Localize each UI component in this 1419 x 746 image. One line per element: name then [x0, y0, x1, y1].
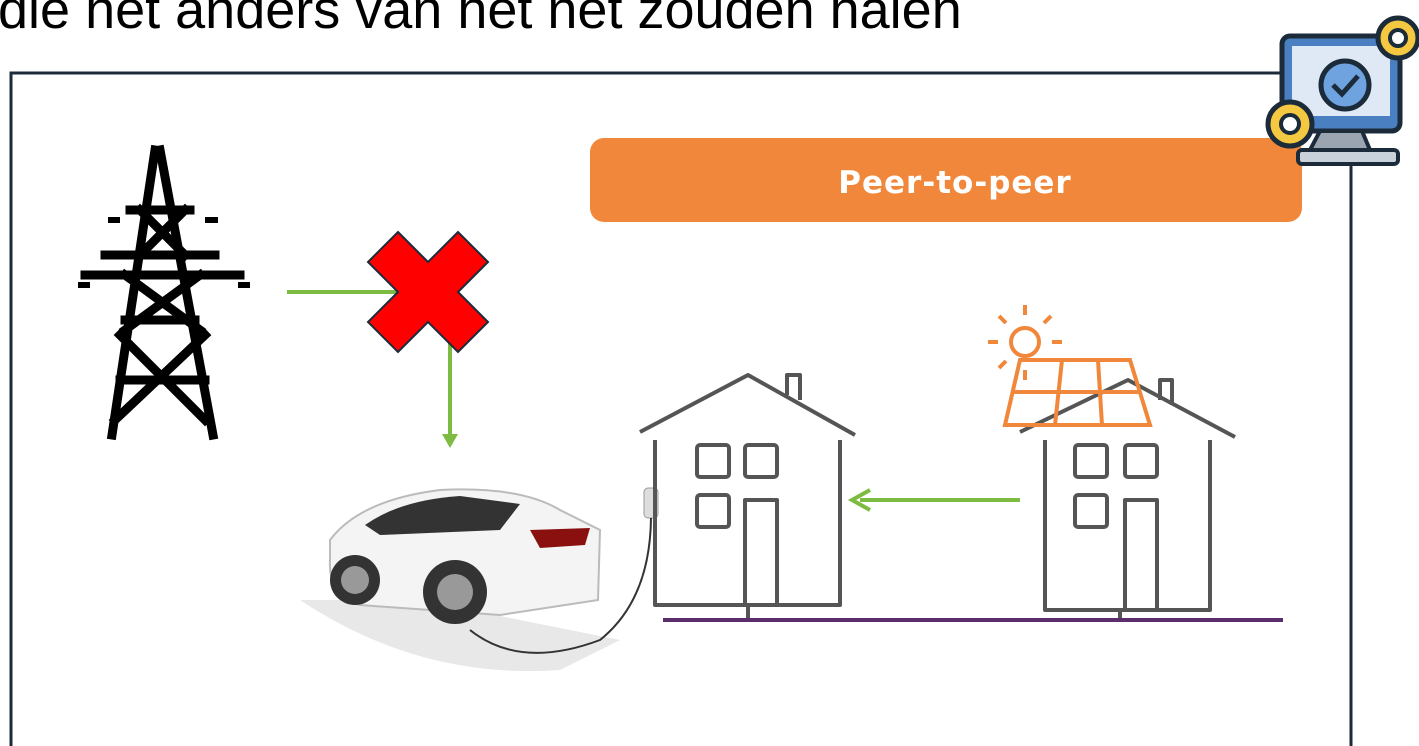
heading: die het anders van het net zouden halen	[0, 0, 962, 40]
pylon	[78, 144, 250, 441]
monitor-icon	[1265, 15, 1419, 166]
cross	[366, 230, 490, 354]
house-right	[1019, 378, 1236, 620]
sun	[988, 305, 1062, 380]
banner-text: Peer-to-peer	[838, 165, 1071, 201]
banner-bar	[590, 138, 1302, 222]
p2p-arrow	[847, 488, 1020, 512]
car	[300, 487, 659, 672]
solar-panel	[1002, 358, 1153, 427]
house-left	[639, 373, 856, 620]
frame	[9, 71, 1353, 746]
